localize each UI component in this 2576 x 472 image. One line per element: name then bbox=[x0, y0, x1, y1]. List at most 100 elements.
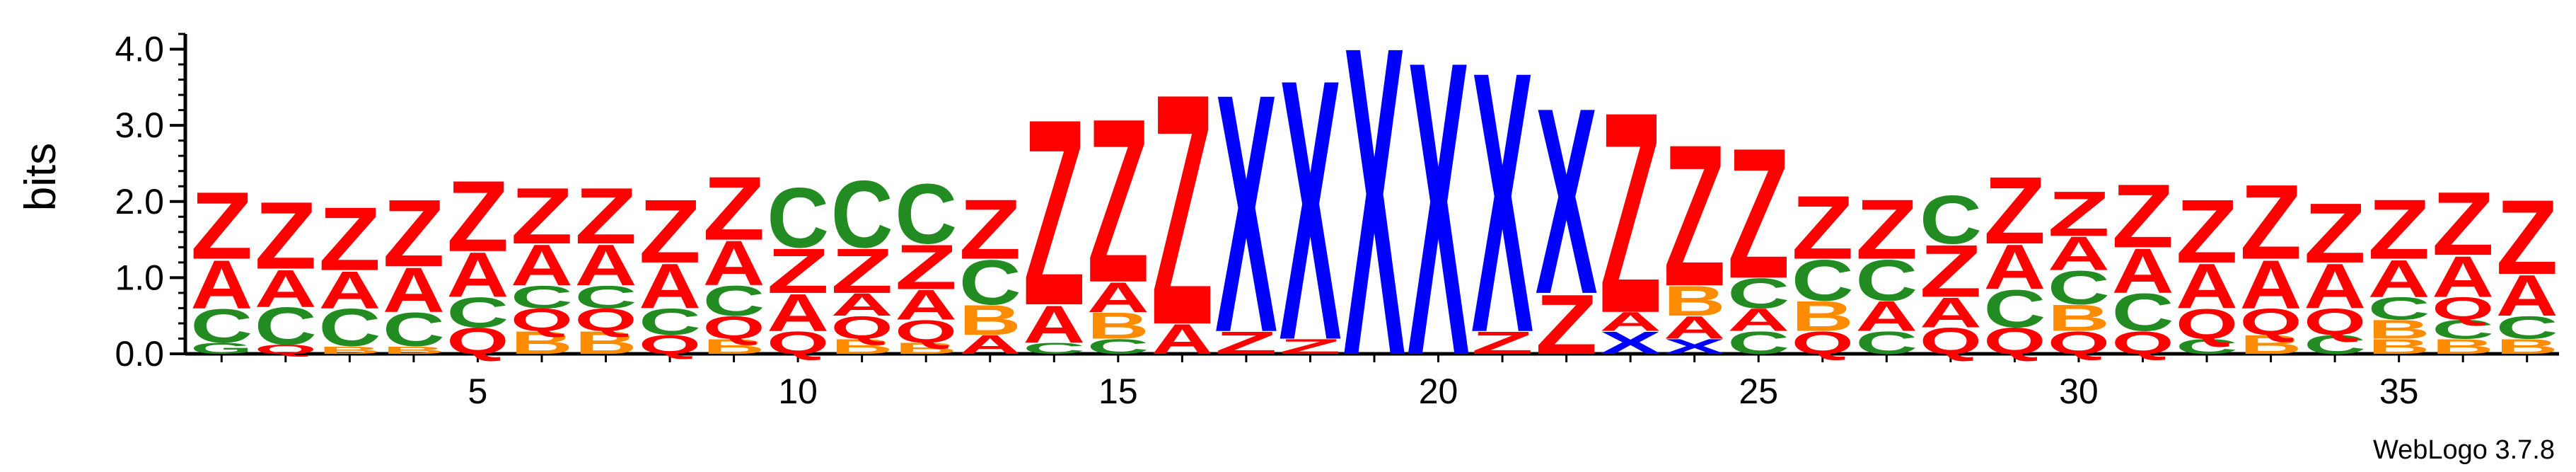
logo-stack: XAZ bbox=[1599, 52, 1661, 374]
glyph-a: A bbox=[511, 233, 573, 298]
glyph-a: A bbox=[959, 330, 1021, 360]
glyph-c: C bbox=[703, 277, 765, 325]
glyph-z: Z bbox=[1536, 277, 1598, 372]
glyph-z: Z bbox=[2432, 173, 2494, 275]
glyph-z: Z bbox=[447, 160, 509, 272]
glyph-z: Z bbox=[1920, 229, 1982, 313]
glyph-a: A bbox=[190, 246, 253, 323]
glyph-a: A bbox=[1727, 302, 1789, 338]
glyph-c: C bbox=[2112, 283, 2174, 343]
x-tick-label: 30 bbox=[2059, 372, 2099, 411]
glyph-c: C bbox=[639, 301, 701, 343]
glyph-b: B bbox=[318, 345, 381, 357]
glyph-z: Z bbox=[1727, 109, 1789, 317]
glyph-c: C bbox=[2048, 261, 2110, 315]
glyph-a: A bbox=[318, 260, 381, 320]
y-tick-label: 2.0 bbox=[115, 182, 164, 221]
glyph-c: C bbox=[1087, 335, 1149, 359]
glyph-q: Q bbox=[255, 343, 317, 357]
glyph-z: Z bbox=[1280, 335, 1342, 359]
glyph-c: C bbox=[2304, 330, 2366, 360]
glyph-a: A bbox=[2432, 244, 2494, 309]
glyph-z: Z bbox=[190, 172, 253, 279]
glyph-q: Q bbox=[2240, 301, 2302, 343]
glyph-q: Q bbox=[831, 310, 893, 345]
glyph-z: Z bbox=[703, 158, 765, 259]
glyph-z: Z bbox=[1983, 157, 2046, 264]
glyph-c: C bbox=[575, 280, 637, 315]
logo-stack: X bbox=[1343, 0, 1405, 448]
y-tick-label: 4.0 bbox=[115, 30, 164, 69]
glyph-x: X bbox=[1664, 335, 1726, 358]
glyph-b: B bbox=[959, 297, 1021, 344]
glyph-b: B bbox=[831, 335, 893, 359]
glyph-b: B bbox=[511, 326, 573, 361]
glyph-c: C bbox=[2432, 315, 2494, 345]
glyph-c: C bbox=[190, 299, 253, 353]
glyph-b: B bbox=[2240, 330, 2302, 360]
glyph-a: A bbox=[255, 259, 317, 318]
glyph-x: X bbox=[1408, 0, 1470, 444]
glyph-z: Z bbox=[831, 236, 893, 307]
glyph-q: Q bbox=[2048, 326, 2110, 361]
axes: 0.0 1.0 2.0 3.0 4.0 5 10 15 20 25 30 35 bbox=[115, 30, 2559, 411]
glyph-z: Z bbox=[1151, 26, 1213, 394]
y-tick-label: 3.0 bbox=[115, 105, 164, 145]
glyph-c: C bbox=[895, 167, 957, 262]
glyph-c: C bbox=[447, 289, 509, 336]
glyph-q: Q bbox=[1792, 326, 1854, 361]
glyph-c: C bbox=[1855, 248, 1918, 313]
glyph-c: C bbox=[959, 246, 1021, 318]
glyph-a: A bbox=[1920, 289, 1982, 336]
glyph-q: Q bbox=[2432, 291, 2494, 326]
glyph-a: A bbox=[2176, 251, 2238, 322]
glyph-a: A bbox=[2304, 251, 2366, 322]
glyph-c: C bbox=[2368, 291, 2430, 326]
glyph-z: Z bbox=[959, 182, 1021, 277]
glyph-a: A bbox=[767, 283, 829, 343]
glyph-c: C bbox=[1727, 326, 1789, 361]
glyph-z: Z bbox=[1087, 70, 1149, 332]
glyph-z: Z bbox=[1023, 64, 1085, 362]
glyph-a: A bbox=[1087, 274, 1149, 321]
glyph-c: C bbox=[511, 280, 573, 315]
glyph-b: B bbox=[2496, 335, 2558, 359]
glyph-z: Z bbox=[318, 188, 381, 289]
glyph-z: Z bbox=[2176, 180, 2238, 282]
glyph-b: B bbox=[1792, 293, 1854, 340]
glyph-z: Z bbox=[1471, 325, 1533, 360]
logo-stack: ZX bbox=[1536, 52, 1598, 373]
glyph-c: C bbox=[255, 297, 317, 356]
glyph-c: C bbox=[1920, 181, 1982, 258]
glyph-z: Z bbox=[2368, 182, 2430, 277]
glyph-b: B bbox=[1664, 277, 1726, 325]
glyph-z: Z bbox=[2240, 163, 2302, 282]
glyph-z: Z bbox=[1215, 325, 1277, 360]
glyph-z: Z bbox=[255, 182, 317, 289]
glyph-x: X bbox=[1471, 0, 1533, 410]
glyph-z: Z bbox=[383, 180, 445, 287]
glyph-c: C bbox=[1023, 340, 1085, 357]
glyph-b: B bbox=[1087, 305, 1149, 347]
glyph-z: Z bbox=[639, 180, 701, 282]
glyph-b: B bbox=[703, 335, 765, 359]
glyph-z: Z bbox=[511, 172, 573, 261]
glyph-z: Z bbox=[767, 236, 829, 307]
glyph-c: C bbox=[1855, 326, 1918, 361]
glyph-a: A bbox=[831, 287, 893, 323]
x-tick-label: 10 bbox=[778, 372, 818, 411]
logo-stack: CAZ bbox=[1023, 64, 1085, 362]
logo-stack: ZX bbox=[1471, 0, 1533, 410]
